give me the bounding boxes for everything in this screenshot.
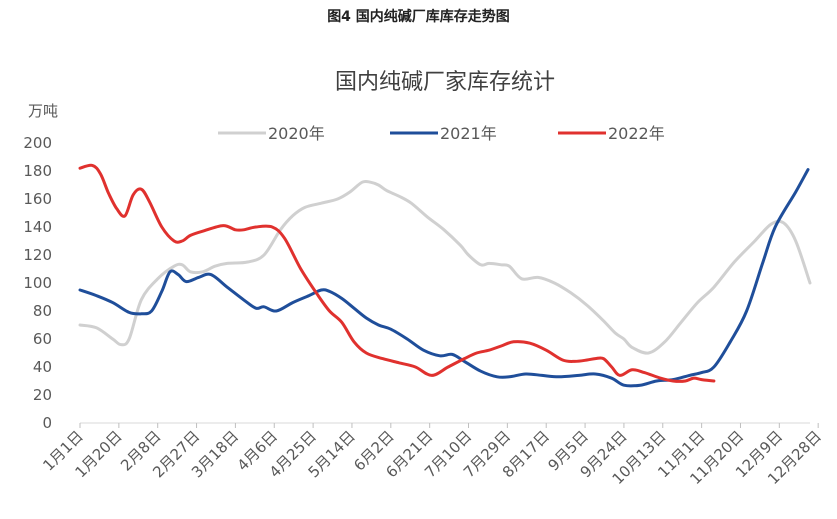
series-lines [78,163,812,388]
chart-title: 国内纯碱厂家库存统计 [335,70,555,95]
y-tick-label: 140 [23,218,52,236]
chart-legend: 2020年 2021年 2022年 [218,124,665,143]
y-tick-label: 40 [33,358,52,376]
legend-label-2: 2021年 [440,124,497,143]
y-axis-unit-label: 万吨 [28,102,58,120]
y-tick-label: 80 [33,302,52,320]
y-tick-label: 160 [23,190,52,208]
series-line-1 [78,179,812,355]
y-tick-label: 60 [33,330,52,348]
figure-caption: 图4 国内纯碱厂库库存走势图 [327,9,510,25]
y-axis: 0 20 40 60 80 100 120 140 160 180 200 [23,134,52,432]
series-line-3 [78,163,716,383]
y-tick-label: 120 [23,246,52,264]
series-line-2 [78,168,810,388]
y-tick-label: 180 [23,162,52,180]
legend-label-3: 2022年 [608,124,665,143]
legend-label-1: 2020年 [268,124,325,143]
y-tick-label: 20 [33,386,52,404]
y-tick-label: 100 [23,274,52,292]
y-tick-label: 0 [42,414,52,432]
x-axis: 1月1日1月20日2月8日2月27日3月18日4月6日4月25日5月14日6月2… [39,423,825,488]
y-tick-label: 200 [23,134,52,152]
